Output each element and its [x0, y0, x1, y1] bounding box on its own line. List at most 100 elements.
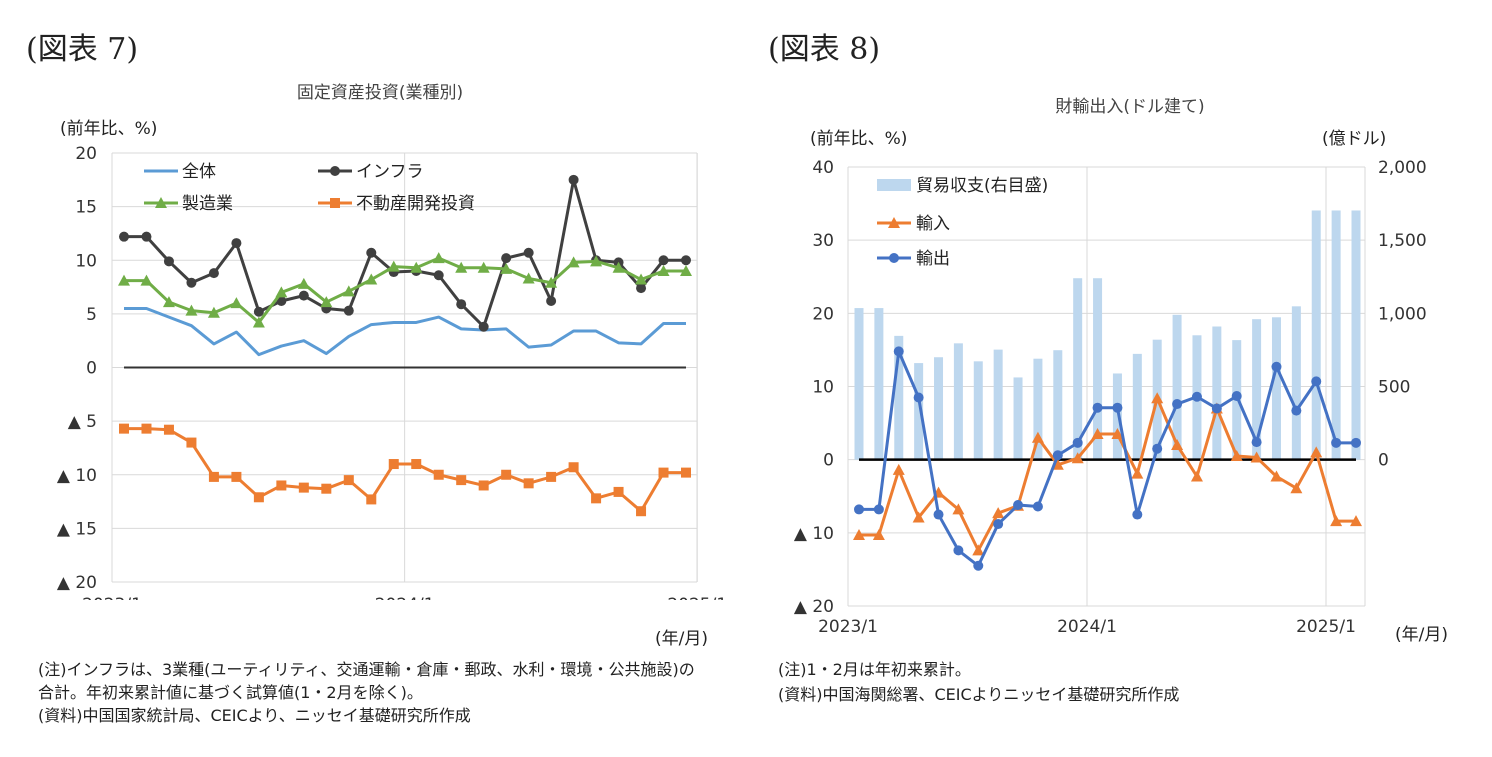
y-tick-label: 5 [86, 305, 97, 325]
data-point-imports [1230, 450, 1243, 462]
legend-marker-exports [889, 253, 899, 263]
data-point-infra [253, 306, 264, 317]
data-point-exports [1291, 405, 1302, 416]
data-point-exports [913, 392, 924, 403]
data-point-infra [231, 238, 242, 249]
data-point-infra [433, 270, 444, 281]
y-tick-label: 30 [812, 231, 834, 251]
trade-balance-bar [1172, 314, 1182, 460]
data-point-seizo [590, 255, 603, 267]
data-point-fudosan [276, 480, 287, 491]
data-point-fudosan [343, 475, 354, 486]
data-point-exports [1092, 402, 1103, 413]
data-point-exports [953, 545, 964, 556]
trade-balance-bar [1132, 353, 1142, 460]
legend-label-exports: 輸出 [916, 249, 950, 269]
data-point-fudosan [568, 462, 579, 473]
figure-7-note-2: 合計。年初来累計値に基づく試算値(1・2月を除く)。 [38, 683, 423, 702]
data-point-exports [1132, 509, 1143, 520]
data-point-imports [1171, 439, 1184, 451]
data-point-infra [276, 296, 287, 307]
figure-8-unit-label-right: (億ドル) [1322, 129, 1387, 149]
data-point-seizo [118, 274, 130, 286]
legend-label-zentai: 全体 [182, 162, 216, 182]
data-point-exports [893, 346, 904, 357]
data-point-fudosan [501, 469, 512, 480]
trade-balance-bar [1331, 210, 1341, 460]
y-tick-label: ▲ 20 [794, 597, 834, 617]
data-point-exports [1172, 399, 1183, 410]
data-point-imports [1071, 452, 1084, 464]
data-point-seizo [545, 276, 558, 288]
data-point-fudosan [388, 459, 399, 470]
data-point-exports [1032, 501, 1043, 512]
legend-marker-infra [330, 166, 340, 176]
y-tick-label: 20 [75, 144, 97, 164]
figure-8-chart: 40 30 20 10 0 ▲ 10 ▲ 20 2,000 1,500 1,000 500 0 2023… [794, 158, 1427, 637]
data-point-imports [912, 511, 925, 523]
data-point-infra [523, 247, 534, 258]
data-point-infra [658, 255, 669, 266]
data-point-imports [1250, 451, 1263, 463]
y-tick-label: ▲ 15 [57, 519, 97, 539]
figure-7-title: 固定資産投資(業種別) [296, 83, 464, 103]
data-point-imports [1270, 470, 1283, 482]
trade-balance-bar [993, 349, 1003, 460]
data-point-fudosan [523, 478, 534, 489]
data-point-fudosan [613, 486, 624, 497]
data-point-fudosan [681, 467, 691, 478]
y-tick-label: ▲ 10 [794, 524, 834, 544]
data-point-exports [1331, 437, 1342, 448]
data-point-seizo [500, 262, 513, 274]
trade-balance-bar [1291, 306, 1301, 460]
data-point-fudosan [231, 471, 242, 482]
data-point-seizo [297, 277, 310, 289]
data-point-imports [952, 503, 965, 515]
data-point-seizo [432, 252, 445, 264]
legend-label-infra: インフラ [356, 162, 424, 182]
data-point-infra [163, 256, 174, 267]
data-point-imports [1290, 482, 1303, 494]
data-point-infra [546, 296, 557, 307]
data-point-imports [1031, 431, 1044, 443]
data-point-fudosan [411, 459, 422, 470]
data-point-exports [1052, 450, 1063, 461]
data-point-seizo [365, 273, 378, 285]
trade-balance-bar [1212, 326, 1222, 460]
data-point-exports [1231, 391, 1242, 402]
legend-swatch-trade_bar [877, 179, 911, 191]
trade-balance-bar [1073, 278, 1083, 460]
legend-label-fudosan: 不動産開発投資 [356, 194, 475, 214]
x-tick-label: 2024/1 [375, 595, 435, 600]
data-point-imports [1350, 515, 1362, 527]
data-point-exports [933, 509, 944, 520]
trade-balance-bar [914, 363, 924, 460]
data-point-fudosan [478, 480, 489, 491]
y-tick-label: ▲ 5 [68, 412, 97, 432]
trade-balance-bar [894, 335, 904, 460]
data-point-seizo [477, 261, 490, 273]
data-point-seizo [680, 264, 692, 276]
data-point-fudosan [298, 482, 309, 493]
y-right-tick-label: 500 [1378, 378, 1410, 398]
legend-marker-fudosan [330, 198, 340, 208]
data-point-fudosan [163, 424, 174, 435]
series-line-infra [124, 178, 686, 329]
y-tick-label: 0 [823, 451, 834, 471]
y-right-tick-label: 2,000 [1378, 158, 1427, 178]
data-point-seizo [140, 274, 153, 286]
trade-balance-bar [953, 343, 963, 460]
figure-8-source: (資料)中国海関総署、CEICよりニッセイ基礎研究所作成 [778, 685, 1180, 704]
y-tick-label: 40 [812, 158, 834, 178]
data-point-seizo [207, 306, 220, 318]
series-line-imports [859, 396, 1356, 552]
data-point-infra [478, 321, 489, 332]
trade-balance-bar [1033, 358, 1043, 460]
y-tick-label: 10 [75, 251, 97, 271]
legend-label-trade_bar: 貿易収支(右目盛) [916, 176, 1048, 196]
data-point-seizo [320, 296, 333, 308]
figure-7-source: (資料)中国国家統計局、CEICより、ニッセイ基礎研究所作成 [38, 706, 471, 725]
trade-balance-bar [1311, 210, 1321, 460]
figure-7-unit-label: (前年比、%) [60, 119, 158, 139]
trade-balance-bar [854, 308, 864, 460]
